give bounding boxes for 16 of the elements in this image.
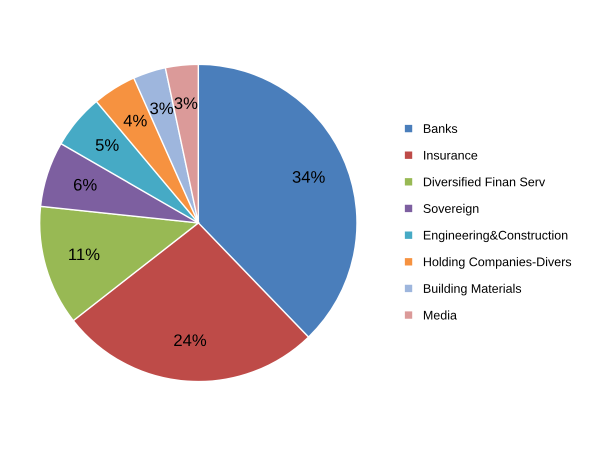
- legend-label: Engineering&Construction: [424, 230, 568, 242]
- data-label: 4%: [124, 114, 147, 126]
- data-label: 11%: [69, 248, 100, 260]
- legend-label: Building Materials: [424, 284, 522, 296]
- data-label: 5%: [96, 139, 119, 151]
- legend-label: Holding Companies-Divers: [424, 257, 572, 269]
- legend-label: Sovereign: [423, 204, 478, 216]
- data-label: 24%: [174, 334, 206, 346]
- data-label: 3%: [150, 102, 174, 114]
- data-label: 3%: [174, 97, 198, 110]
- legend-label: Diversified Finan Serv: [424, 177, 546, 186]
- legend-label: Banks: [424, 124, 458, 134]
- data-label: 6%: [74, 178, 97, 191]
- data-label: 34%: [292, 171, 325, 183]
- legend-label: Media: [424, 310, 457, 320]
- legend-label: Insurance: [424, 150, 478, 160]
